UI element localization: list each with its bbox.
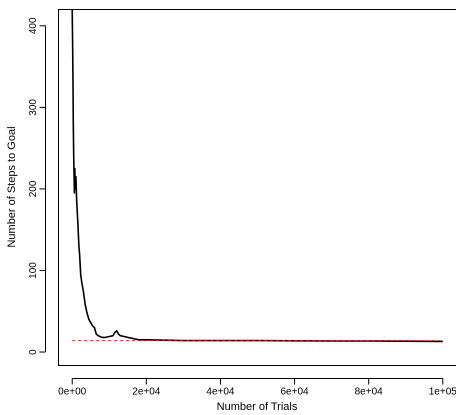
y-tick-label: 300 xyxy=(28,99,39,116)
series-layer xyxy=(71,9,443,343)
plot-frame xyxy=(58,9,456,366)
x-tick-label: 0e+00 xyxy=(58,386,87,397)
x-tick-label: 6e+04 xyxy=(281,386,310,397)
y-tick-label: 400 xyxy=(28,17,39,34)
x-tick-label: 8e+04 xyxy=(355,386,384,397)
y-axis-label: Number of Steps to Goal xyxy=(6,126,18,247)
x-axis-label: Number of Trials xyxy=(217,401,298,413)
y-tick-label: 200 xyxy=(28,180,39,197)
y-tick-label: 0 xyxy=(28,349,39,355)
series-line xyxy=(71,9,443,343)
x-tick-label: 1e+05 xyxy=(429,386,456,397)
y-axis: 0 100 200 300 400 xyxy=(28,17,46,355)
x-axis: 0e+00 2e+04 4e+04 6e+04 8e+04 1e+05 xyxy=(58,378,456,397)
x-tick-label: 2e+04 xyxy=(132,386,161,397)
x-tick-label: 4e+04 xyxy=(206,386,235,397)
y-tick-label: 100 xyxy=(28,262,39,279)
